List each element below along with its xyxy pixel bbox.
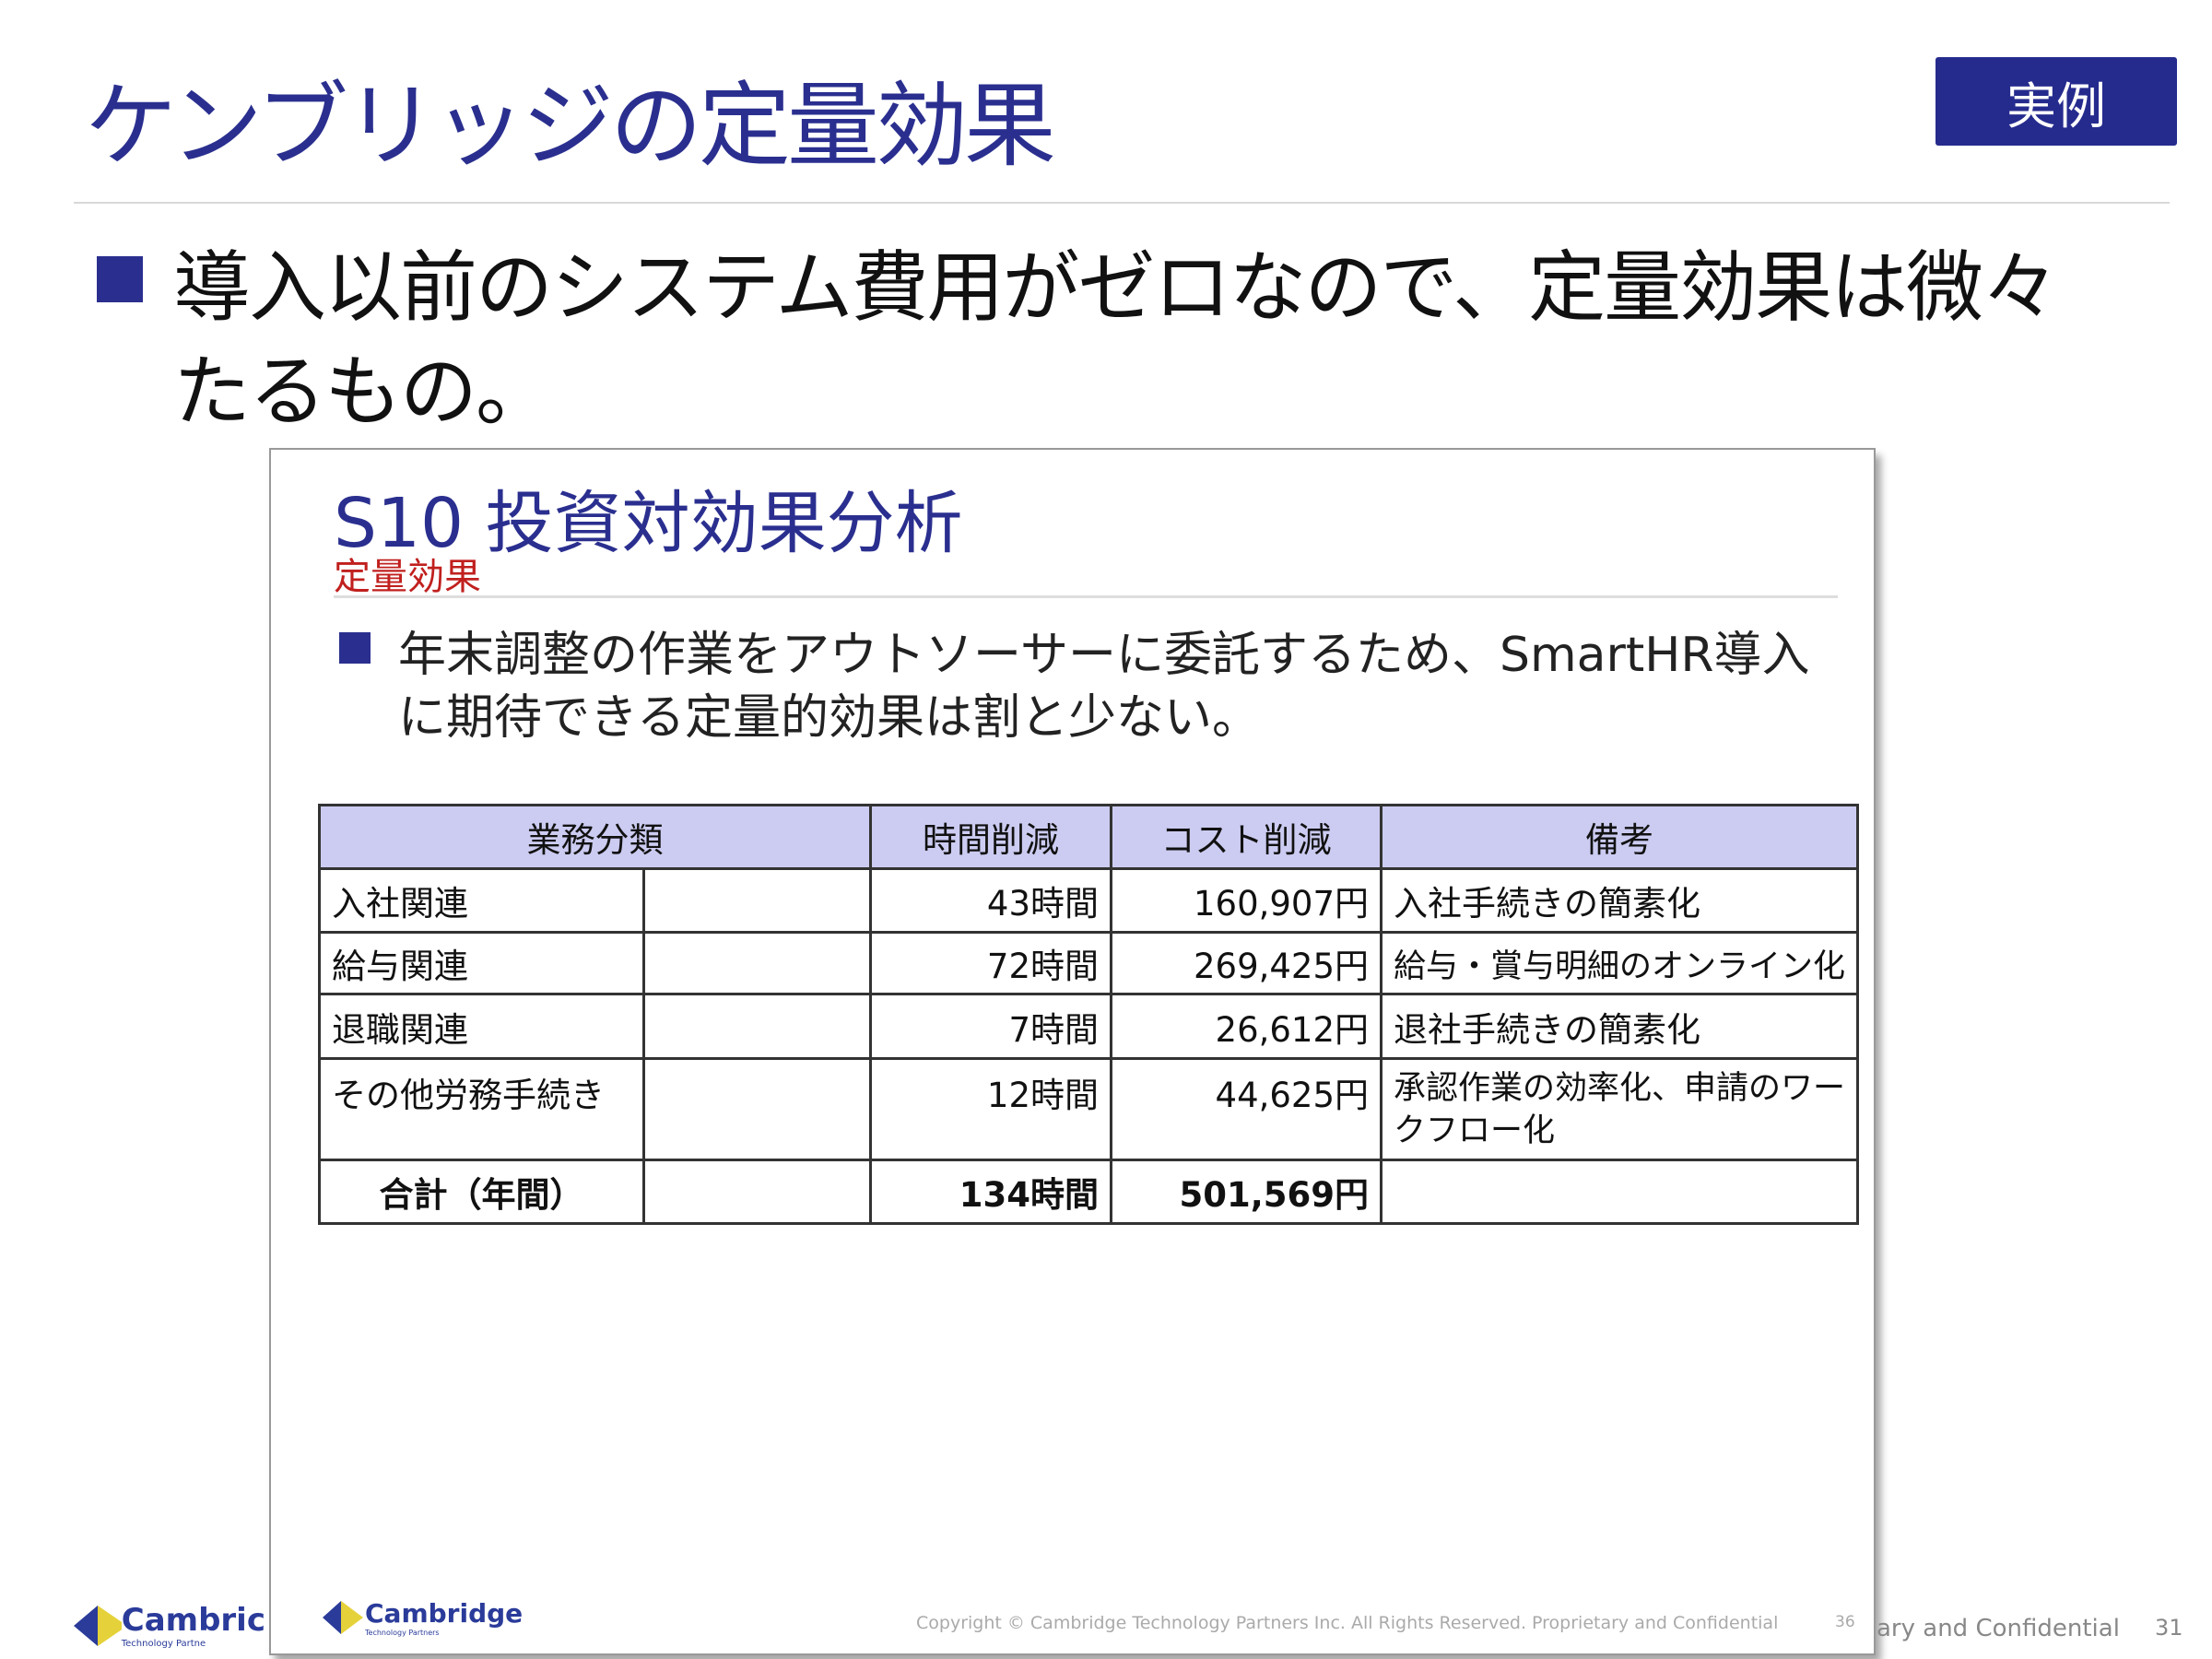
cell-category: 入社関連 (318, 867, 645, 934)
cell-empty (642, 993, 872, 1060)
bullet-text-line2: たるもの。 (173, 347, 553, 437)
slide-subtitle: 定量効果 (334, 556, 481, 598)
example-badge: 実例 (1936, 57, 2177, 146)
cell-category: その他労務手続き (318, 1057, 645, 1161)
header-cost: コスト削減 (1110, 804, 1382, 870)
table-header-row: 業務分類 時間削減 コスト削減 備考 (318, 804, 1860, 870)
logo-diamond-icon (323, 1601, 363, 1634)
cell-cost: 26,612円 (1110, 993, 1382, 1060)
table-row: 入社関連 43時間 160,907円 入社手続きの簡素化 (318, 867, 1860, 934)
cell-note: 給与・賞与明細のオンライン化 (1379, 931, 1860, 995)
cell-cost: 160,907円 (1110, 867, 1382, 934)
footer-logo-tagline: Technology Partne (121, 1639, 206, 1649)
cell-empty (1379, 1159, 1860, 1225)
slide-bullet-line2: に期待できる定量的効果は割と少ない。 (398, 690, 1260, 746)
footer-confidential: ary and Confidential (1877, 1615, 2120, 1642)
cell-empty (642, 1159, 872, 1225)
cell-total-label: 合計（年間） (318, 1159, 645, 1225)
title-divider (74, 202, 2170, 204)
header-time: 時間削減 (869, 804, 1112, 870)
cell-note: 承認作業の効率化、申請のワークフロー化 (1379, 1057, 1860, 1161)
page-title: ケンブリッジの定量効果 (85, 72, 1056, 180)
footer-logo: Cambric Technology Partne (74, 1602, 265, 1649)
cell-empty (642, 931, 872, 995)
table-row: 退職関連 7時間 26,612円 退社手続きの簡素化 (318, 993, 1860, 1060)
cell-cost: 44,625円 (1110, 1057, 1382, 1161)
cell-total-cost: 501,569円 (1110, 1159, 1382, 1225)
slide-bullet-line1: 年末調整の作業をアウトソーサーに委託するため、SmartHR導入 (398, 628, 1810, 683)
table-row: 給与関連 72時間 269,425円 給与・賞与明細のオンライン化 (318, 931, 1860, 995)
slide-divider (334, 595, 1838, 598)
logo-text: Cambridge (365, 1598, 524, 1629)
bullet-square-icon (339, 632, 371, 664)
slide-page-number: 36 (1835, 1613, 1855, 1631)
cell-note: 退社手続きの簡素化 (1379, 993, 1860, 1060)
cell-cost: 269,425円 (1110, 931, 1382, 995)
table-total-row: 合計（年間） 134時間 501,569円 (318, 1159, 1860, 1225)
cell-category: 給与関連 (318, 931, 645, 995)
header-note: 備考 (1379, 804, 1860, 870)
logo-diamond-icon (74, 1605, 122, 1646)
bullet-square-icon (97, 256, 143, 302)
bullet-text-line1: 導入以前のシステム費用がゼロなので、定量効果は微々 (173, 242, 2059, 333)
header-category: 業務分類 (318, 804, 872, 870)
table-row: その他労務手続き 12時間 44,625円 承認作業の効率化、申請のワークフロー… (318, 1057, 1860, 1161)
slide-title: S10 投資対効果分析 (334, 484, 963, 563)
footer-logo-text: Cambric (121, 1602, 265, 1639)
embedded-slide: S10 投資対効果分析 定量効果 年末調整の作業をアウトソーサーに委託するため、… (269, 448, 1876, 1655)
cell-empty (642, 867, 872, 934)
cell-total-time: 134時間 (869, 1159, 1112, 1225)
footer-page-number: 31 (2155, 1615, 2183, 1641)
cell-category: 退職関連 (318, 993, 645, 1060)
cambridge-logo: Cambridge Technology Partners (323, 1598, 523, 1637)
cell-note: 入社手続きの簡素化 (1379, 867, 1860, 934)
logo-tagline: Technology Partners (365, 1629, 440, 1637)
cell-time: 7時間 (869, 993, 1112, 1060)
effect-table: 業務分類 時間削減 コスト削減 備考 入社関連 43時間 160,907円 入社… (318, 804, 1860, 1225)
cell-empty (642, 1057, 872, 1161)
cell-time: 12時間 (869, 1057, 1112, 1161)
slide-copyright: Copyright © Cambridge Technology Partner… (916, 1613, 1779, 1633)
cell-time: 43時間 (869, 867, 1112, 934)
cell-time: 72時間 (869, 931, 1112, 995)
